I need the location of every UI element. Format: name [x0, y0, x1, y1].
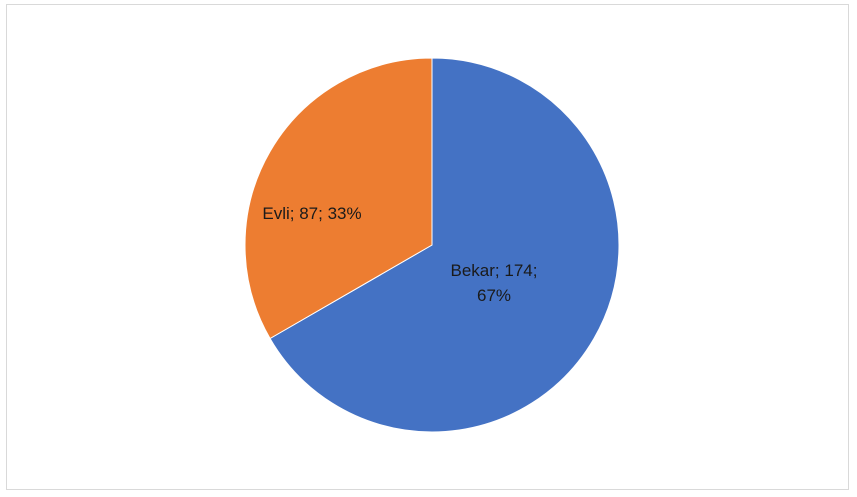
data-label-evli: Evli; 87; 33% — [262, 204, 361, 223]
pie-slice-bekar — [269, 57, 620, 433]
pie-slice-evli — [244, 57, 433, 340]
data-label-bekar: Bekar; 174; 67% — [451, 261, 538, 305]
